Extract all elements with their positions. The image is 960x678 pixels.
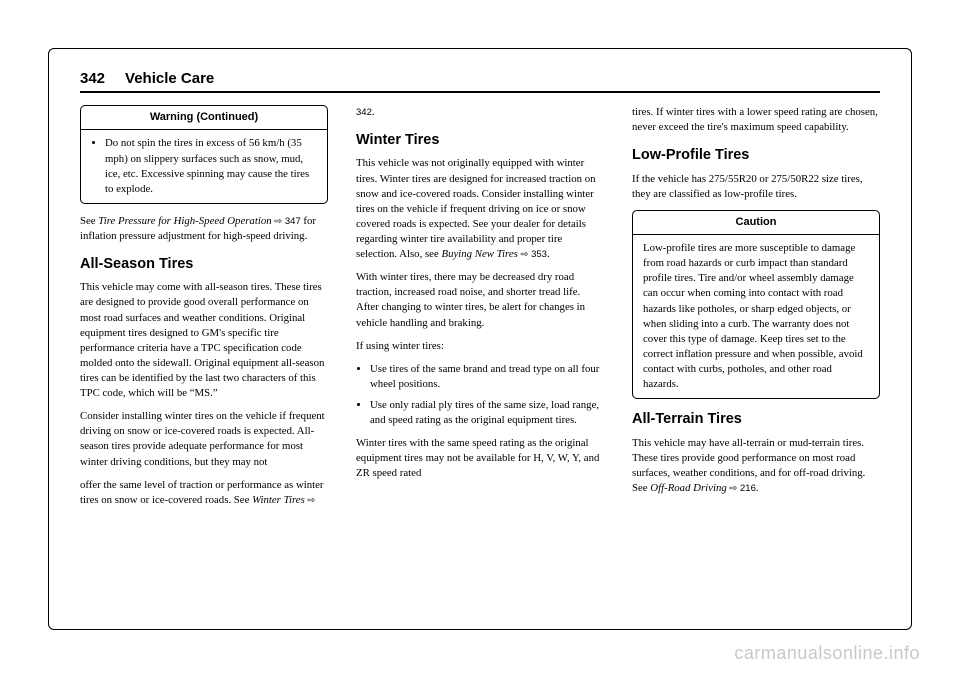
heading-all-terrain: All-Terrain Tires <box>632 409 880 429</box>
warning-box-title: Warning (Continued) <box>81 106 327 130</box>
body-text: If using winter tires: <box>356 339 604 354</box>
list-item: Use only radial ply tires of the same si… <box>370 398 604 428</box>
watermark: carmanualsonline.info <box>734 643 920 664</box>
page-number: 342 <box>80 70 105 87</box>
caution-box-body: Low-profile tires are more susceptible t… <box>633 235 879 398</box>
body-text: See Tire Pressure for High-Speed Operati… <box>80 214 328 244</box>
body-text: If the vehicle has 275/55R20 or 275/50R2… <box>632 172 880 202</box>
body-text: This vehicle was not originally equipped… <box>356 156 604 262</box>
header-rule <box>80 91 880 93</box>
xref-italic: Buying New Tires <box>441 248 517 260</box>
content-columns: Warning (Continued) Do not spin the tire… <box>80 105 880 605</box>
list-item: Use tires of the same brand and tread ty… <box>370 362 604 392</box>
xref-link: ⇨ 347 <box>272 216 301 227</box>
warning-bullet: Do not spin the tires in excess of 56 km… <box>105 136 317 196</box>
xref-link: ⇨ 216 <box>727 483 756 494</box>
xref-italic: Off-Road Driving <box>650 482 726 494</box>
caution-box: Caution Low-profile tires are more susce… <box>632 210 880 399</box>
body-text: Consider installing winter tires on the … <box>80 409 328 469</box>
body-text: With winter tires, there may be decrease… <box>356 270 604 330</box>
heading-low-profile: Low-Profile Tires <box>632 145 880 165</box>
manual-page: 342 Vehicle Care Warning (Continued) Do … <box>0 0 960 678</box>
heading-winter-tires: Winter Tires <box>356 130 604 150</box>
body-text: Winter tires with the same speed rating … <box>356 436 604 481</box>
bullet-list: Use tires of the same brand and tread ty… <box>356 362 604 428</box>
body-text: This vehicle may come with all-season ti… <box>80 280 328 401</box>
page-header: 342 Vehicle Care <box>80 70 880 87</box>
xref-italic: Tire Pressure for High-Speed Operation <box>98 215 271 227</box>
chapter-title: Vehicle Care <box>125 70 214 87</box>
caution-box-title: Caution <box>633 211 879 235</box>
warning-box-body: Do not spin the tires in excess of 56 km… <box>81 130 327 202</box>
body-text: tires. If winter tires with a lower spee… <box>632 105 880 135</box>
warning-box: Warning (Continued) Do not spin the tire… <box>80 105 328 204</box>
heading-all-season: All-Season Tires <box>80 254 328 274</box>
xref-link: ⇨ 353 <box>518 249 547 260</box>
xref-italic: Winter Tires <box>252 494 305 506</box>
body-text: This vehicle may have all-terrain or mud… <box>632 436 880 496</box>
